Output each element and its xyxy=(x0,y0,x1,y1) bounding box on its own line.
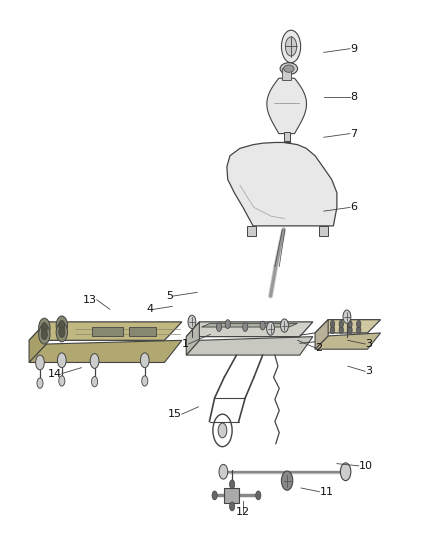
Text: 15: 15 xyxy=(168,409,182,419)
Circle shape xyxy=(357,326,361,334)
Text: 14: 14 xyxy=(48,368,62,378)
Circle shape xyxy=(330,326,335,334)
Circle shape xyxy=(219,464,228,479)
Circle shape xyxy=(343,310,351,324)
Bar xyxy=(224,488,239,503)
Polygon shape xyxy=(201,324,297,327)
Circle shape xyxy=(41,329,47,340)
Circle shape xyxy=(59,320,65,331)
Circle shape xyxy=(56,316,67,335)
Bar xyxy=(319,226,328,236)
Polygon shape xyxy=(315,320,381,333)
Circle shape xyxy=(230,502,235,511)
Circle shape xyxy=(59,327,65,337)
Circle shape xyxy=(39,325,50,344)
Circle shape xyxy=(260,321,265,330)
Text: 7: 7 xyxy=(350,128,357,139)
Circle shape xyxy=(282,30,300,63)
Polygon shape xyxy=(29,341,182,362)
Polygon shape xyxy=(227,142,337,226)
Text: 5: 5 xyxy=(166,291,173,301)
Bar xyxy=(247,226,256,236)
Ellipse shape xyxy=(280,63,297,75)
Text: 4: 4 xyxy=(146,304,153,314)
Circle shape xyxy=(216,322,222,332)
Circle shape xyxy=(339,326,343,334)
Circle shape xyxy=(348,326,352,334)
Text: 6: 6 xyxy=(350,203,357,213)
Circle shape xyxy=(348,320,352,328)
Circle shape xyxy=(243,322,248,332)
Text: 9: 9 xyxy=(350,44,357,54)
Circle shape xyxy=(90,353,99,368)
Circle shape xyxy=(267,322,275,335)
Circle shape xyxy=(142,376,148,386)
Text: 12: 12 xyxy=(236,507,250,516)
Bar xyxy=(130,327,155,336)
Circle shape xyxy=(35,355,44,370)
Circle shape xyxy=(230,480,235,489)
Circle shape xyxy=(282,471,293,490)
Polygon shape xyxy=(315,320,328,349)
Circle shape xyxy=(57,353,66,368)
Polygon shape xyxy=(29,322,182,341)
Bar xyxy=(283,68,291,80)
Circle shape xyxy=(286,37,297,56)
Bar xyxy=(284,132,290,141)
Circle shape xyxy=(212,491,217,500)
Polygon shape xyxy=(315,333,381,349)
Circle shape xyxy=(141,353,149,368)
Circle shape xyxy=(330,320,335,328)
Circle shape xyxy=(39,318,50,337)
Circle shape xyxy=(281,319,288,332)
Circle shape xyxy=(37,378,43,389)
Text: 3: 3 xyxy=(365,339,372,349)
Text: 13: 13 xyxy=(83,295,97,305)
Circle shape xyxy=(92,376,98,387)
Circle shape xyxy=(225,320,230,328)
Text: 2: 2 xyxy=(315,343,322,353)
Polygon shape xyxy=(29,322,46,362)
Polygon shape xyxy=(186,322,313,337)
Circle shape xyxy=(357,320,361,328)
Bar xyxy=(92,327,123,336)
Circle shape xyxy=(56,322,67,342)
Circle shape xyxy=(339,320,343,328)
Circle shape xyxy=(188,315,196,328)
Text: 11: 11 xyxy=(319,487,333,497)
Circle shape xyxy=(256,491,261,500)
Text: 1: 1 xyxy=(181,339,188,349)
Circle shape xyxy=(41,322,47,333)
Circle shape xyxy=(218,423,227,438)
Circle shape xyxy=(59,376,65,386)
Text: 3: 3 xyxy=(365,366,372,376)
Circle shape xyxy=(340,463,351,481)
Polygon shape xyxy=(186,322,199,355)
Polygon shape xyxy=(267,78,307,134)
Text: 10: 10 xyxy=(359,461,373,471)
Text: 8: 8 xyxy=(350,92,357,102)
Polygon shape xyxy=(186,337,313,355)
Ellipse shape xyxy=(284,65,294,72)
